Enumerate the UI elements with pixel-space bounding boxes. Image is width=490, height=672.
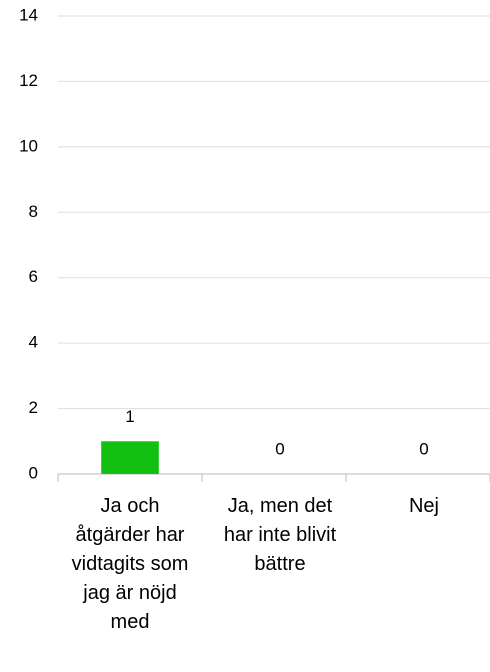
y-tick-label: 14 bbox=[19, 5, 38, 24]
y-tick-label: 0 bbox=[29, 463, 38, 482]
x-tick-label: Nej bbox=[408, 495, 439, 517]
y-tick-label: 2 bbox=[29, 398, 38, 417]
y-tick-label: 6 bbox=[29, 267, 38, 286]
y-tick-label: 10 bbox=[19, 136, 38, 155]
data-label: 1 bbox=[125, 407, 134, 426]
y-tick-label: 12 bbox=[19, 71, 38, 90]
x-tick-label: Ja och åtgärder har vidtagits som jag är… bbox=[71, 495, 189, 633]
bar bbox=[101, 441, 159, 474]
data-label: 0 bbox=[419, 439, 428, 458]
x-tick-label: Ja, men det har inte blivit bättre bbox=[223, 495, 337, 575]
data-label: 0 bbox=[275, 439, 284, 458]
y-tick-label: 4 bbox=[29, 333, 38, 352]
y-tick-label: 8 bbox=[29, 202, 38, 221]
